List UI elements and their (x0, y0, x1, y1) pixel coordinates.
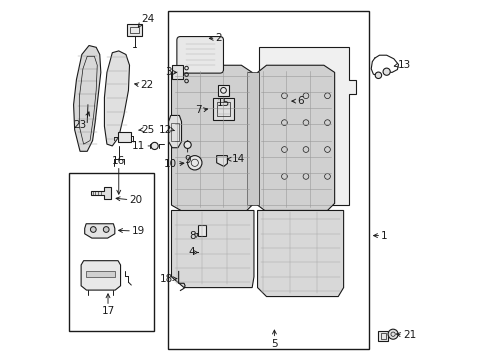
Text: 24: 24 (141, 14, 154, 24)
Bar (217, 102, 230, 116)
Polygon shape (217, 156, 227, 166)
Text: 20: 20 (129, 195, 143, 205)
Text: 9: 9 (184, 155, 191, 165)
Text: 19: 19 (132, 226, 146, 236)
Bar (69, 173, 153, 330)
Polygon shape (91, 187, 111, 199)
Text: 21: 21 (403, 330, 416, 340)
Text: 14: 14 (231, 154, 245, 164)
Bar (168, 12, 368, 348)
Polygon shape (259, 47, 356, 205)
Text: 6: 6 (297, 96, 304, 106)
Text: 5: 5 (271, 338, 278, 348)
Text: 23: 23 (73, 120, 87, 130)
Bar (218, 85, 229, 96)
Polygon shape (172, 65, 252, 212)
Text: 22: 22 (140, 80, 153, 90)
Polygon shape (74, 45, 101, 151)
Text: 1: 1 (381, 231, 388, 240)
Text: 11: 11 (132, 141, 146, 151)
Bar (127, 24, 142, 36)
Polygon shape (104, 51, 129, 146)
Text: 18: 18 (160, 274, 173, 284)
Polygon shape (169, 116, 181, 148)
Polygon shape (81, 261, 121, 290)
Circle shape (188, 156, 202, 170)
Circle shape (375, 72, 382, 78)
Text: 10: 10 (164, 159, 177, 169)
Text: 12: 12 (159, 125, 172, 135)
Bar (378, 330, 389, 341)
Text: 15: 15 (217, 98, 230, 108)
Text: 8: 8 (189, 231, 196, 240)
Text: 3: 3 (165, 67, 172, 77)
FancyBboxPatch shape (177, 37, 223, 73)
Bar (247, 72, 259, 205)
Bar (381, 333, 386, 338)
Bar (198, 225, 205, 235)
Bar (87, 271, 115, 277)
Circle shape (388, 329, 398, 339)
Bar (118, 132, 131, 142)
Text: 17: 17 (101, 306, 115, 316)
Polygon shape (172, 211, 254, 288)
Bar (172, 123, 179, 140)
Circle shape (151, 142, 158, 149)
Circle shape (91, 226, 96, 232)
Polygon shape (85, 224, 115, 238)
Text: 25: 25 (142, 125, 155, 135)
Polygon shape (258, 211, 343, 297)
Bar (130, 27, 139, 33)
Text: 16: 16 (112, 156, 125, 166)
Circle shape (383, 68, 390, 75)
Text: 2: 2 (216, 33, 222, 43)
Text: 4: 4 (189, 247, 196, 257)
Bar (172, 65, 183, 79)
Bar (214, 98, 234, 120)
Circle shape (184, 141, 191, 148)
Circle shape (103, 226, 109, 232)
Text: 13: 13 (398, 60, 411, 70)
Polygon shape (258, 65, 335, 211)
Text: 7: 7 (196, 105, 202, 115)
